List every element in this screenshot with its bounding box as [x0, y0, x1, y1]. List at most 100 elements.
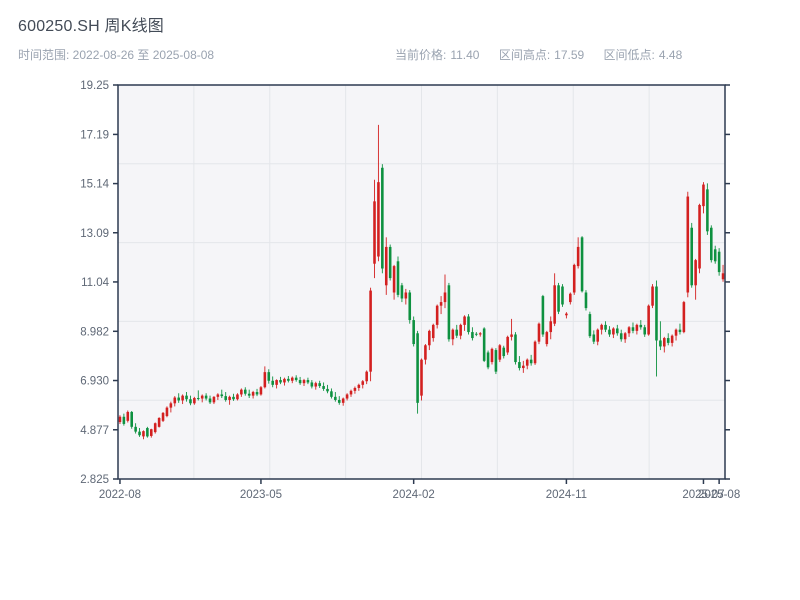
candle: [271, 376, 274, 388]
candle: [525, 358, 529, 370]
candle: [670, 334, 674, 347]
candle: [655, 280, 658, 377]
candle: [627, 326, 631, 337]
range-low-stat: 区间低点: 4.48: [604, 48, 683, 62]
candle: [396, 256, 400, 298]
candle: [255, 388, 259, 397]
candle: [659, 321, 662, 351]
candle: [400, 282, 404, 303]
candle: [623, 332, 627, 343]
candle: [310, 380, 314, 389]
candle: [232, 393, 235, 401]
candle: [130, 410, 133, 429]
candle: [431, 323, 435, 342]
candle: [408, 290, 412, 324]
candle: [443, 274, 447, 309]
candle: [149, 428, 153, 438]
candle: [475, 332, 478, 337]
candle: [428, 329, 431, 351]
candle: [478, 332, 482, 337]
candle: [392, 264, 396, 300]
candle: [384, 237, 388, 295]
candle: [713, 245, 717, 264]
current-price-value: 11.40: [450, 48, 480, 62]
candle: [561, 284, 564, 307]
candle: [142, 430, 145, 440]
candle: [290, 376, 294, 384]
candle: [490, 347, 494, 365]
candle: [694, 258, 697, 300]
candle: [639, 320, 643, 330]
candle: [682, 300, 686, 334]
candle: [698, 203, 701, 274]
candle: [455, 324, 459, 339]
candle: [369, 287, 372, 382]
candle: [220, 389, 224, 399]
candle: [157, 417, 161, 428]
candle: [510, 318, 513, 341]
candle: [322, 382, 325, 391]
candle: [506, 335, 509, 355]
candle: [208, 395, 212, 405]
candle: [357, 383, 361, 391]
candle: [189, 395, 192, 406]
candle: [294, 375, 298, 382]
svg-text:8.982: 8.982: [80, 326, 109, 338]
candle: [404, 288, 408, 305]
svg-text:4.877: 4.877: [80, 425, 109, 437]
candle: [185, 392, 188, 402]
candle: [502, 345, 506, 359]
range-high-stat: 区间高点: 17.59: [499, 48, 584, 62]
candle: [533, 340, 537, 365]
candle: [200, 394, 204, 403]
current-price-label: 当前价格:: [395, 48, 447, 62]
candle: [298, 376, 302, 385]
candle: [553, 273, 556, 327]
candle: [486, 350, 490, 370]
candle: [498, 344, 502, 363]
svg-text:2025-07: 2025-07: [682, 489, 724, 501]
candle: [663, 336, 666, 353]
candle: [326, 384, 329, 394]
range-low-value: 4.48: [658, 48, 683, 62]
range-low-label: 区间低点:: [603, 48, 655, 62]
candle: [529, 354, 533, 366]
candle: [467, 314, 470, 335]
candle: [412, 316, 415, 347]
y-tick-labels: 19.25 17.19 15.14 13.09 11.04 8.982 6.930 4.877…: [80, 80, 109, 486]
candle: [365, 370, 368, 385]
candle: [674, 328, 678, 341]
candle: [514, 332, 517, 365]
svg-text:13.09: 13.09: [80, 228, 109, 240]
candle: [243, 387, 247, 396]
current-price-stat: 当前价格: 11.40: [395, 48, 479, 62]
candle: [193, 396, 196, 405]
candle: [424, 344, 427, 365]
candle: [267, 369, 271, 384]
candle: [138, 428, 141, 437]
range-high-value: 17.59: [554, 48, 585, 62]
candle: [361, 380, 365, 389]
candle: [631, 322, 635, 334]
candle: [224, 392, 227, 402]
candle: [349, 389, 353, 397]
candle: [353, 386, 357, 394]
candle: [572, 263, 576, 295]
svg-text:2024-11: 2024-11: [546, 489, 587, 501]
candle: [173, 396, 177, 407]
candle: [537, 322, 541, 345]
candle: [706, 183, 709, 235]
candle: [251, 390, 255, 399]
candle: [447, 282, 451, 342]
candle: [247, 389, 251, 399]
candle: [702, 182, 705, 214]
candle: [345, 393, 349, 401]
candle: [279, 376, 282, 385]
candle: [600, 323, 603, 335]
svg-text:17.19: 17.19: [80, 129, 109, 141]
candle: [216, 393, 220, 400]
candle: [439, 296, 443, 315]
candle: [416, 330, 419, 414]
candle: [122, 413, 126, 426]
